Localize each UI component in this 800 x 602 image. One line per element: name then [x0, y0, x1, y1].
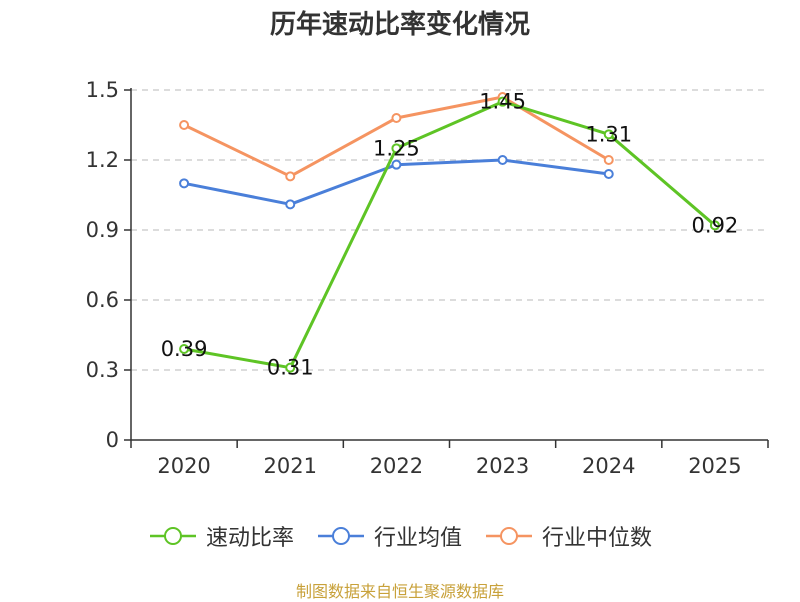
- data-point-2: [603, 155, 614, 165]
- x-tick-label: 2022: [370, 454, 423, 478]
- data-label: 1.31: [585, 122, 632, 146]
- data-point-2: [391, 113, 402, 123]
- legend-marker-orange: [486, 527, 532, 545]
- data-point-0: [603, 129, 614, 140]
- source-note: 制图数据来自恒生聚源数据库: [295, 582, 504, 601]
- y-tick-label: 1.2: [86, 148, 119, 172]
- data-label: 1.45: [479, 90, 526, 114]
- x-tick-label: 2020: [157, 454, 210, 478]
- x-tick-label: 2021: [264, 454, 317, 478]
- y-tick-label: 0.6: [86, 288, 119, 312]
- data-label: 1.25: [373, 136, 420, 160]
- data-label: 0.92: [692, 213, 739, 237]
- data-point-0: [709, 220, 720, 231]
- y-tick-label: 0.9: [86, 218, 119, 242]
- data-point-2: [285, 171, 296, 182]
- legend-label-quick-ratio: 速动比率: [205, 526, 294, 551]
- legend-label-industry-median: 行业中位数: [542, 526, 653, 551]
- data-point-1: [497, 155, 508, 165]
- series-line-0: [183, 100, 716, 370]
- data-point-0: [391, 143, 402, 154]
- x-tick-label: 2024: [582, 454, 635, 478]
- legend-label-industry-mean: 行业均值: [373, 526, 462, 551]
- legend-marker-blue: [317, 527, 364, 545]
- data-point-2: [179, 120, 190, 130]
- data-point-0: [285, 362, 296, 373]
- y-tick-label: 0.3: [86, 358, 119, 382]
- y-tick-label: 0: [106, 428, 119, 452]
- legend-item-industry-mean[interactable]: 行业均值: [316, 520, 462, 552]
- data-point-1: [179, 178, 190, 189]
- y-tick-label: 1.5: [86, 78, 119, 102]
- data-point-1: [603, 169, 614, 179]
- data-point-0: [497, 96, 508, 107]
- data-point-1: [285, 199, 296, 210]
- data-label: 0.39: [161, 337, 208, 361]
- data-point-1: [391, 159, 402, 170]
- legend-item-industry-median[interactable]: 行业中位数: [484, 520, 652, 552]
- legend-item-quick-ratio[interactable]: 速动比率: [148, 520, 294, 552]
- legend: 速动比率 行业均值 行业中位数: [0, 520, 800, 552]
- x-tick-label: 2023: [476, 454, 529, 478]
- x-tick-label: 2025: [688, 454, 741, 478]
- data-label: 0.31: [267, 356, 314, 380]
- legend-marker-green: [149, 527, 196, 545]
- data-point-0: [179, 344, 190, 354]
- chart-title: 历年速动比率变化情况: [269, 10, 530, 40]
